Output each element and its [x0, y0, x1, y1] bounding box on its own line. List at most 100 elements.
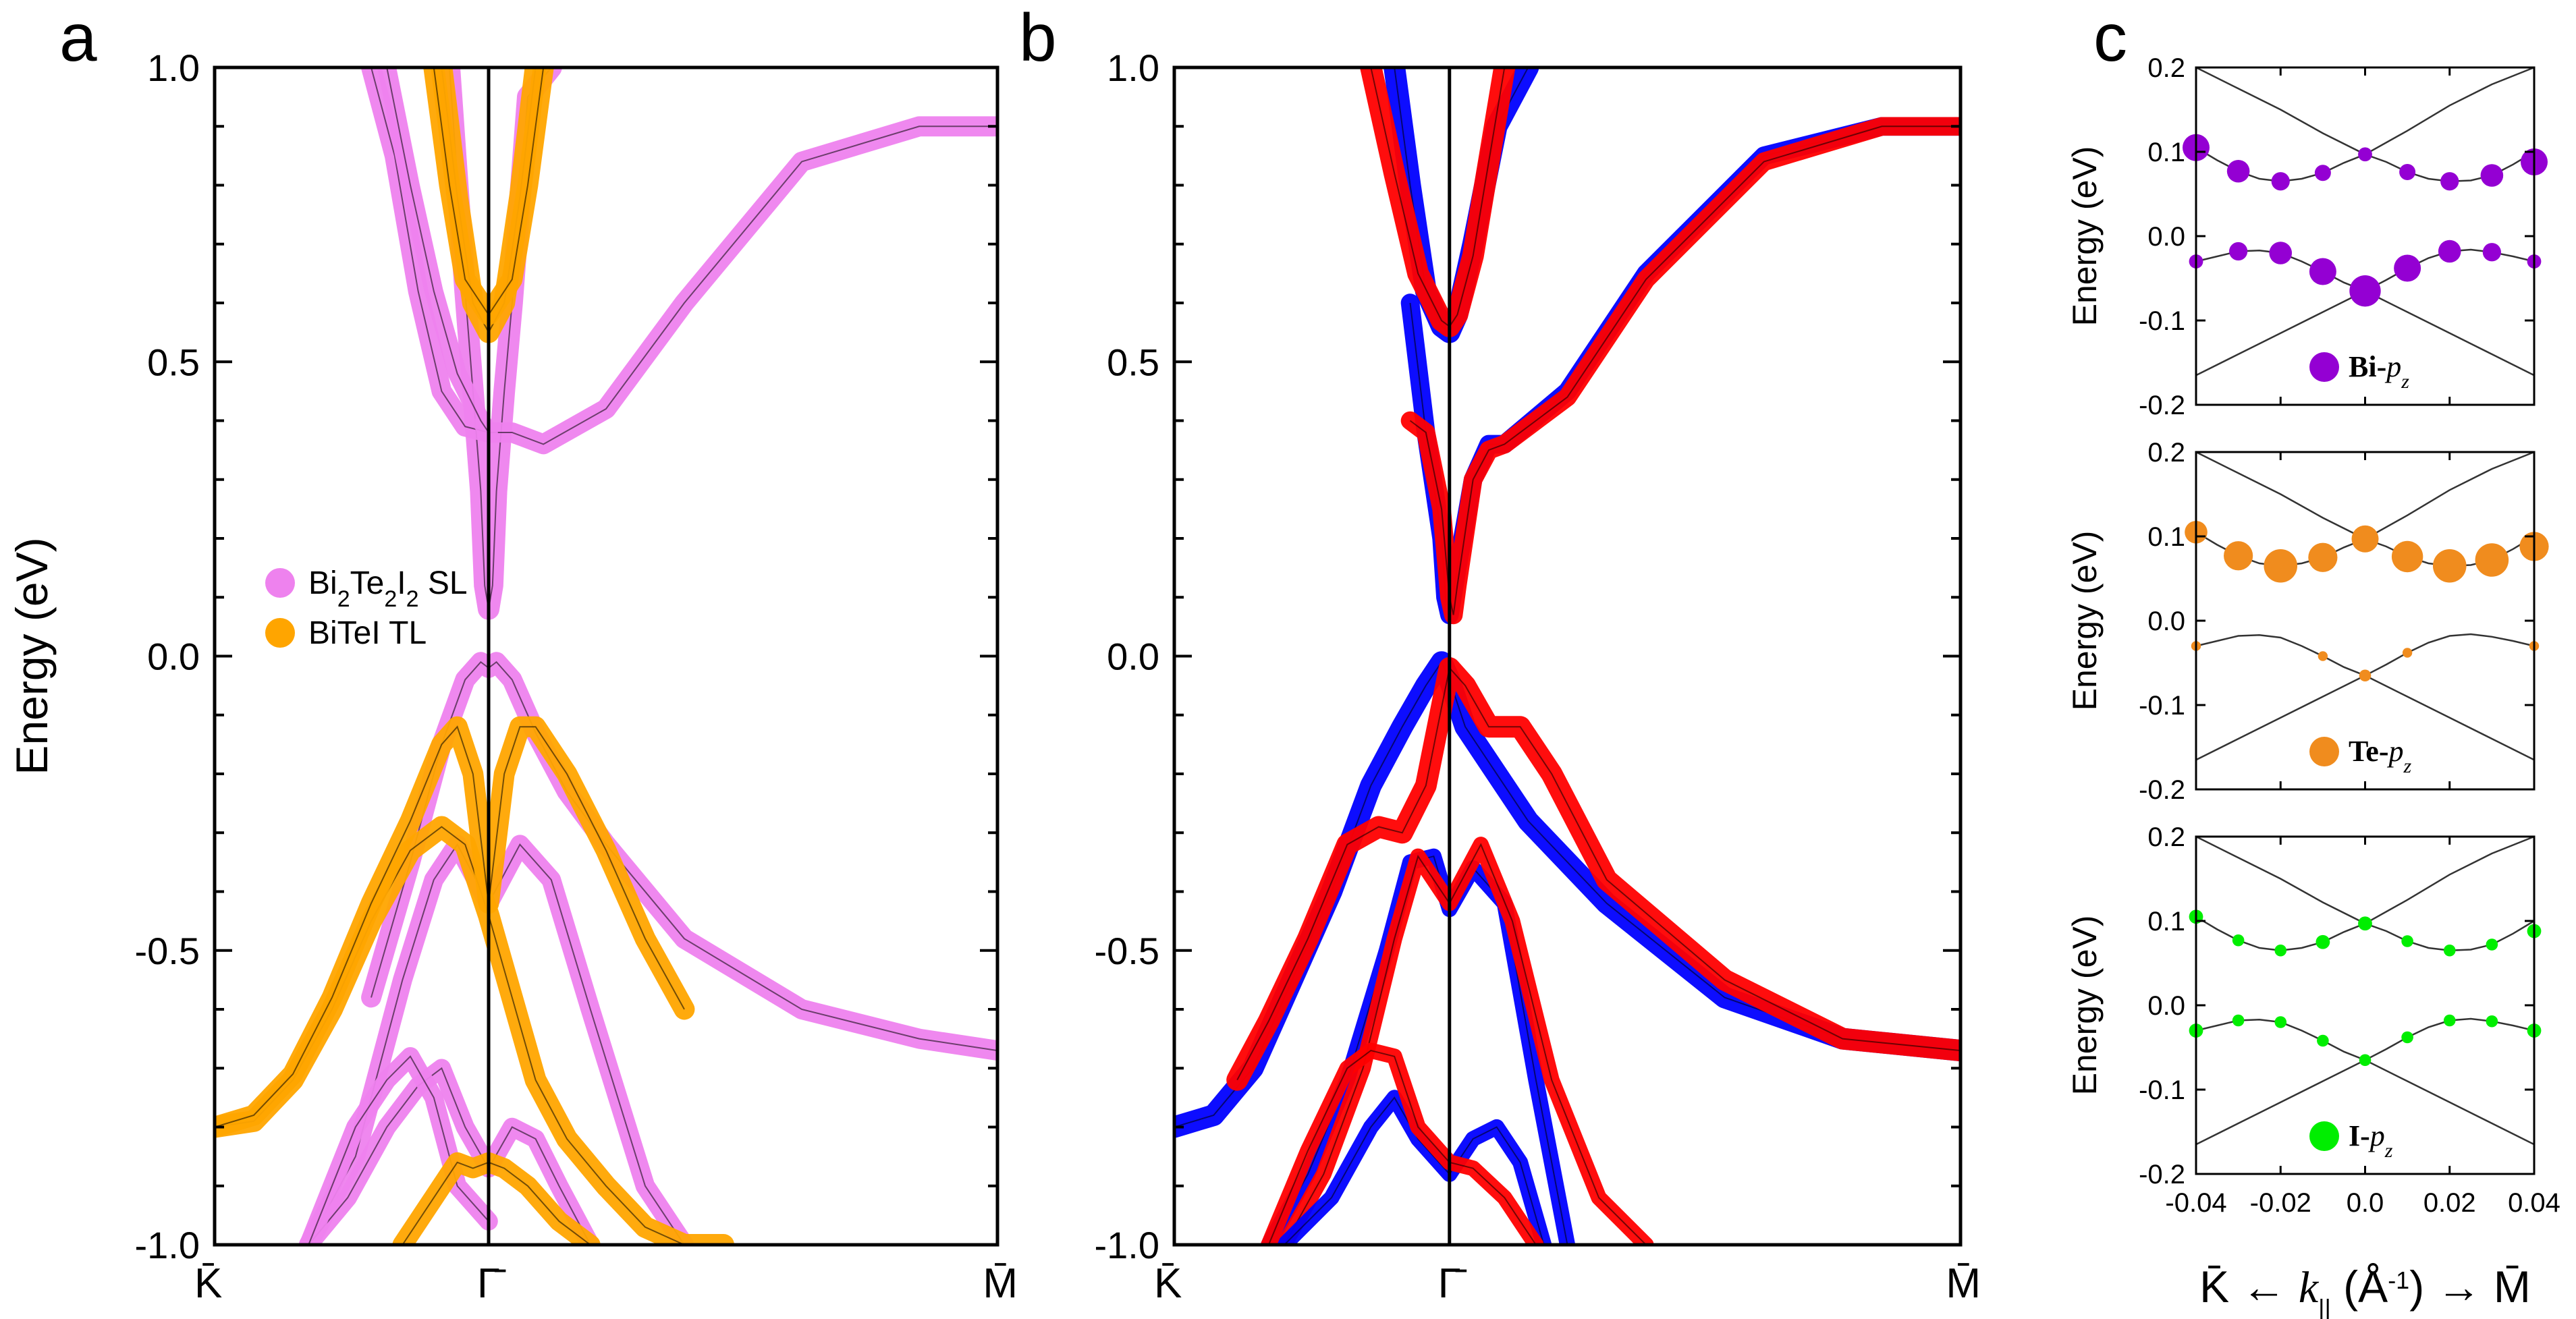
- weight-point: [2226, 159, 2250, 183]
- y-axis-label: Energy (eV): [2066, 916, 2104, 1096]
- weight-point: [2232, 934, 2245, 947]
- legend-marker: [265, 618, 295, 648]
- y-tick-label: -0.1: [2139, 691, 2185, 721]
- legend-marker: [2309, 737, 2339, 766]
- weight-point: [2232, 1014, 2245, 1027]
- k-point-label: K̄: [194, 1260, 222, 1307]
- y-tick-label: 1.0: [147, 47, 200, 89]
- band-line-lower_band: [2195, 1017, 2535, 1061]
- panel-label: b: [1019, 0, 1057, 76]
- x-tick-label: 0.0: [2347, 1188, 2384, 1218]
- y-tick-label: -0.1: [2139, 1075, 2185, 1105]
- weight-point: [2264, 549, 2298, 583]
- y-tick-label: 0.1: [2147, 522, 2185, 552]
- weight-point: [2443, 944, 2456, 957]
- weight-point: [2443, 1014, 2456, 1027]
- panel-b: -1.0 -0.5 0.0 0.5 1.0 K̄ Γ̄ M̄ b: [1019, 0, 1981, 1307]
- band-line-upper_cone: [2195, 66, 2535, 156]
- band-center-line-4: [1174, 661, 1961, 1128]
- legend-label: BiTeI TL: [308, 615, 427, 651]
- weight-point: [2401, 1031, 2413, 1044]
- y-tick-label: 0.2: [2147, 438, 2185, 468]
- weight-point: [2309, 258, 2336, 285]
- y-tick-label: 0.0: [2147, 991, 2185, 1021]
- subplot-2: -0.2 -0.1 0.0 0.1 0.2 -0.04 -0.02 0.0 0.02 0.04 En…: [2066, 822, 2560, 1218]
- weight-point: [2269, 242, 2293, 264]
- x-axis-label-part: (Å: [2331, 1262, 2388, 1312]
- legend-marker: [2309, 352, 2339, 382]
- legend-label-part: 2: [406, 586, 419, 612]
- y-tick-label: -1.0: [1095, 1224, 1160, 1266]
- legend-label-part: z: [2403, 755, 2412, 777]
- x-axis-label-part: -1: [2388, 1266, 2409, 1294]
- legend-label: Te-pz: [2349, 735, 2412, 777]
- x-axis-label-part: ) →: [2409, 1262, 2494, 1312]
- weight-point: [2394, 254, 2421, 282]
- x-tick-label: 0.04: [2508, 1188, 2560, 1218]
- y-tick-label: -1.0: [135, 1224, 200, 1266]
- y-tick-label: 0.1: [2147, 138, 2185, 167]
- y-tick-label: -0.2: [2139, 391, 2185, 420]
- y-tick-label: 0.5: [1107, 341, 1159, 383]
- x-axis-label-part: K̄ ←: [2199, 1262, 2299, 1312]
- k-point-label: Γ̄: [477, 1260, 506, 1307]
- weight-point: [2318, 651, 2328, 661]
- weight-point: [2480, 164, 2504, 187]
- y-axis-label: Energy (eV): [2066, 531, 2104, 711]
- weight-point: [2486, 1015, 2498, 1028]
- legend-label-part: z: [2384, 1140, 2393, 1162]
- weight-point: [2308, 542, 2338, 572]
- legend-label-part: Te-: [2349, 735, 2389, 768]
- weight-point: [2271, 172, 2290, 191]
- weight-point: [2229, 242, 2248, 261]
- y-tick-label: 0.0: [2147, 607, 2185, 636]
- weight-point: [2359, 669, 2372, 682]
- y-tick-label: 0.0: [147, 636, 200, 678]
- y-tick-label: 0.2: [2147, 822, 2185, 852]
- y-tick-label: 0.5: [147, 341, 200, 383]
- legend-label-part: Bi-: [2349, 350, 2386, 383]
- band-center-line-9: [1267, 1050, 1537, 1245]
- x-axis-label-part: k: [2299, 1263, 2320, 1312]
- legend-label-part: Bi: [308, 565, 337, 601]
- legend-label-part: Te: [350, 565, 385, 601]
- y-tick-label: -0.5: [135, 930, 200, 972]
- legend-label-part: I: [397, 565, 406, 601]
- subplot-0: -0.2 -0.1 0.0 0.1 0.2 Energy (eV) Bi-pz: [2066, 53, 2548, 420]
- weight-point: [2391, 540, 2423, 573]
- y-tick-label: -0.2: [2139, 775, 2185, 805]
- weight-point: [2359, 1054, 2372, 1067]
- band-center-line-6: [308, 1055, 489, 1245]
- y-tick-label: 0.0: [1107, 636, 1159, 678]
- legend-label-part: p: [2384, 350, 2401, 383]
- band-line-upper_cone: [2195, 835, 2535, 925]
- panel-label: c: [2093, 0, 2127, 76]
- legend-marker: [265, 568, 295, 598]
- series-group: [1174, 67, 1961, 1245]
- band-center-line-10: [215, 725, 685, 1128]
- weight-point: [2482, 243, 2501, 262]
- legend-label: Bi2Te2I2 SL: [308, 565, 468, 612]
- weight-point: [2401, 935, 2413, 947]
- series-group: [215, 67, 997, 1245]
- weight-point: [2358, 916, 2372, 931]
- band-line-lower_band: [2195, 633, 2535, 677]
- weight-point: [2224, 541, 2253, 571]
- legend-label-part: SL: [419, 565, 468, 601]
- x-axis-label: K̄ ← k|| (Å-1) → M̄: [2199, 1262, 2531, 1319]
- plot-frame: [1172, 65, 1963, 1247]
- weight-point: [2274, 944, 2287, 957]
- legend-label-part: p: [2387, 735, 2404, 768]
- weight-point: [2402, 648, 2413, 658]
- weight-point: [2274, 1016, 2287, 1028]
- weight-point: [2475, 543, 2509, 577]
- y-axis-label: Energy (eV): [7, 537, 57, 775]
- weight-point: [2317, 1034, 2329, 1047]
- k-point-label: M̄: [1946, 1260, 1981, 1307]
- legend-label: Bi-pz: [2349, 350, 2409, 393]
- y-tick-label: -0.5: [1095, 930, 1160, 972]
- weight-point: [2349, 275, 2381, 307]
- band-center-line-1: [371, 67, 997, 445]
